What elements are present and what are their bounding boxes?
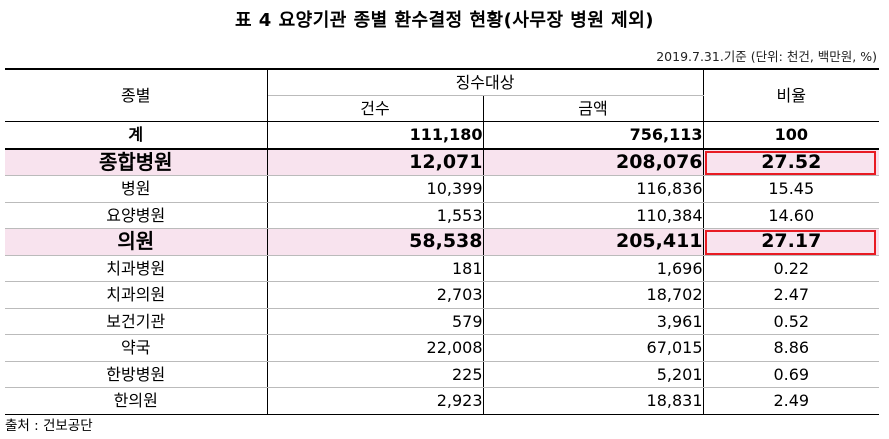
row-ratio: 0.69 <box>702 360 880 388</box>
row-amount: 208,076 <box>482 148 704 176</box>
row-amount: 1,696 <box>482 254 704 282</box>
row-ratio: 0.22 <box>702 254 880 282</box>
row-kind: 한방병원 <box>5 360 268 388</box>
row-ratio: 27.17 <box>761 230 822 253</box>
row-count: 181 <box>266 254 484 282</box>
table-row-highlighted: 의원 58,538 205,411 27.17 <box>5 228 880 256</box>
row-kind: 치과병원 <box>5 254 268 282</box>
row-amount: 3,961 <box>482 307 704 335</box>
table-row: 약국 22,008 67,015 8.86 <box>5 334 880 362</box>
table-row-highlighted: 종합병원 12,071 208,076 27.52 <box>5 148 880 176</box>
row-count: 58,538 <box>266 228 484 256</box>
row-kind: 보건기관 <box>5 307 268 335</box>
row-kind: 요양병원 <box>5 201 268 229</box>
header-kind: 종별 <box>5 68 268 122</box>
row-kind: 계 <box>5 121 268 150</box>
row-kind: 약국 <box>5 334 268 362</box>
row-count: 10,399 <box>266 175 484 203</box>
row-count: 579 <box>266 307 484 335</box>
row-count: 1,553 <box>266 201 484 229</box>
row-ratio: 14.60 <box>702 201 880 229</box>
header-ratio: 비율 <box>702 68 880 122</box>
row-kind: 치과의원 <box>5 281 268 309</box>
row-count: 2,923 <box>266 387 484 415</box>
row-ratio: 2.47 <box>702 281 880 309</box>
row-amount: 205,411 <box>482 228 704 256</box>
row-count: 22,008 <box>266 334 484 362</box>
header-amount: 금액 <box>482 95 704 122</box>
row-amount: 18,831 <box>482 387 704 415</box>
row-amount: 110,384 <box>482 201 704 229</box>
row-amount: 756,113 <box>482 121 704 150</box>
row-kind: 병원 <box>5 175 268 203</box>
unit-note: 2019.7.31.기준 (단위: 천건, 백만원, %) <box>656 49 877 64</box>
row-ratio: 27.52 <box>761 150 822 173</box>
claim-table: 종별 징수대상 비율 건수 금액 계 111,180 756,113 100 종… <box>5 68 880 415</box>
row-amount: 5,201 <box>482 360 704 388</box>
table-row: 보건기관 579 3,961 0.52 <box>5 307 880 335</box>
table-row: 치과병원 181 1,696 0.22 <box>5 254 880 282</box>
row-count: 111,180 <box>266 121 484 150</box>
row-ratio: 100 <box>702 121 880 150</box>
row-ratio-boxed: 27.52 <box>702 148 880 176</box>
row-kind: 의원 <box>5 228 268 256</box>
row-kind: 종합병원 <box>5 148 268 176</box>
row-ratio: 15.45 <box>702 175 880 203</box>
table-row: 한방병원 225 5,201 0.69 <box>5 360 880 388</box>
table-title: 표 4 요양기관 종별 환수결정 현황(사무장 병원 제외) <box>234 10 655 31</box>
row-count: 12,071 <box>266 148 484 176</box>
row-ratio: 8.86 <box>702 334 880 362</box>
row-amount: 18,702 <box>482 281 704 309</box>
table-row-total: 계 111,180 756,113 100 <box>5 121 880 150</box>
source-note: 출처 : 건보공단 <box>5 418 93 434</box>
row-amount: 67,015 <box>482 334 704 362</box>
table-row: 병원 10,399 116,836 15.45 <box>5 175 880 203</box>
row-kind: 한의원 <box>5 387 268 415</box>
table-row: 한의원 2,923 18,831 2.49 <box>5 387 880 415</box>
row-ratio: 0.52 <box>702 307 880 335</box>
row-ratio: 2.49 <box>702 387 880 415</box>
row-amount: 116,836 <box>482 175 704 203</box>
row-ratio-boxed: 27.17 <box>702 228 880 256</box>
table-row: 요양병원 1,553 110,384 14.60 <box>5 201 880 229</box>
header-group: 징수대상 <box>266 68 704 96</box>
header-count: 건수 <box>267 95 484 122</box>
row-count: 2,703 <box>266 281 484 309</box>
table-row: 치과의원 2,703 18,702 2.47 <box>5 281 880 309</box>
row-count: 225 <box>266 360 484 388</box>
